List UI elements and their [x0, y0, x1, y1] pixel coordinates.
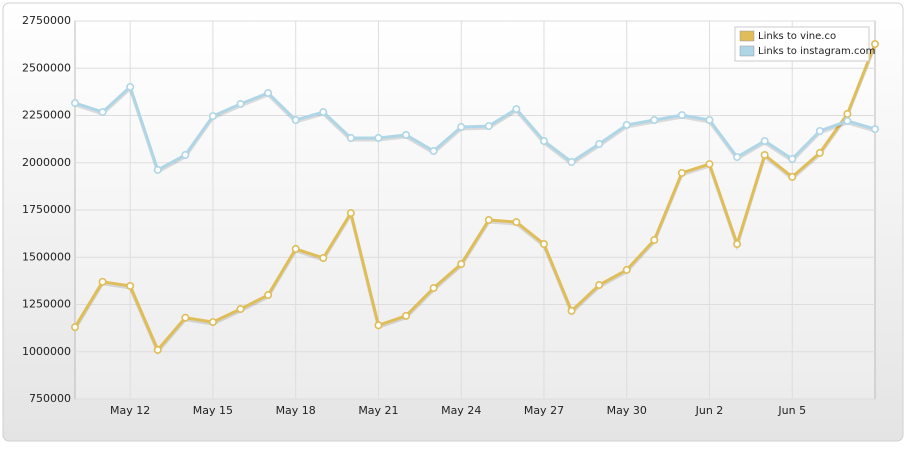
point — [346, 209, 355, 218]
point — [484, 216, 493, 225]
point — [457, 123, 466, 132]
point — [677, 168, 686, 177]
y-tick-label: 2250000 — [22, 109, 71, 122]
point — [512, 218, 521, 227]
point — [843, 116, 852, 125]
point — [236, 305, 245, 314]
point — [374, 133, 383, 142]
point — [181, 313, 190, 322]
point — [126, 281, 135, 290]
x-tick-label: May 30 — [607, 404, 647, 417]
point — [153, 165, 162, 174]
point — [705, 116, 714, 125]
point — [457, 260, 466, 269]
point — [567, 157, 576, 166]
x-tick-label: May 21 — [358, 404, 398, 417]
point — [512, 105, 521, 114]
legend-label: Links to vine.co — [758, 31, 836, 42]
point — [760, 137, 769, 146]
point — [760, 151, 769, 160]
point — [236, 99, 245, 108]
point — [402, 311, 411, 320]
point — [98, 108, 107, 117]
legend-swatch — [739, 30, 755, 42]
point — [843, 109, 852, 118]
x-tick-label: May 15 — [193, 404, 233, 417]
point — [319, 108, 328, 117]
x-tick-label: Jun 2 — [695, 404, 724, 417]
point — [870, 125, 879, 134]
point — [429, 284, 438, 293]
point — [622, 265, 631, 274]
point — [622, 120, 631, 129]
point — [870, 40, 879, 49]
point — [208, 112, 217, 121]
point — [567, 306, 576, 315]
point — [402, 130, 411, 139]
point — [595, 140, 604, 149]
point — [650, 236, 659, 245]
point — [815, 126, 824, 135]
x-tick-label: May 27 — [524, 404, 564, 417]
point — [595, 281, 604, 290]
point — [264, 291, 273, 300]
point — [71, 323, 80, 332]
point — [264, 89, 273, 98]
legend-box — [734, 26, 870, 62]
x-tick-label: Jun 5 — [777, 404, 806, 417]
point — [677, 111, 686, 120]
legend: Links to vine.co Links to instagram.com — [734, 26, 875, 62]
y-tick-label: 2500000 — [22, 61, 71, 74]
y-tick-label: 750000 — [29, 392, 71, 405]
point — [815, 148, 824, 157]
y-tick-label: 2000000 — [22, 156, 71, 169]
x-tick-label: May 24 — [441, 404, 481, 417]
point — [429, 147, 438, 156]
x-tick-label: May 18 — [276, 404, 316, 417]
point — [319, 254, 328, 263]
legend-swatch — [739, 45, 755, 57]
y-tick-label: 1250000 — [22, 298, 71, 311]
point — [539, 137, 548, 146]
point — [346, 133, 355, 142]
x-tick-label: May 12 — [110, 404, 150, 417]
point — [733, 240, 742, 249]
point — [291, 244, 300, 253]
point — [98, 277, 107, 286]
point — [539, 240, 548, 249]
point — [153, 345, 162, 354]
point — [126, 82, 135, 91]
point — [71, 99, 80, 108]
y-tick-label: 2750000 — [22, 14, 71, 27]
point — [705, 160, 714, 169]
point — [733, 153, 742, 162]
series-line — [73, 43, 877, 352]
point — [788, 154, 797, 163]
y-tick-label: 1750000 — [22, 203, 71, 216]
point — [788, 172, 797, 181]
y-tick-label: 1000000 — [22, 345, 71, 358]
y-tick-label: 1500000 — [22, 250, 71, 263]
point — [291, 116, 300, 125]
point — [650, 116, 659, 125]
point — [484, 122, 493, 131]
point — [181, 151, 190, 160]
series-line — [74, 85, 876, 172]
point — [208, 318, 217, 327]
point — [374, 321, 383, 330]
legend-label: Links to instagram.com — [758, 46, 875, 57]
